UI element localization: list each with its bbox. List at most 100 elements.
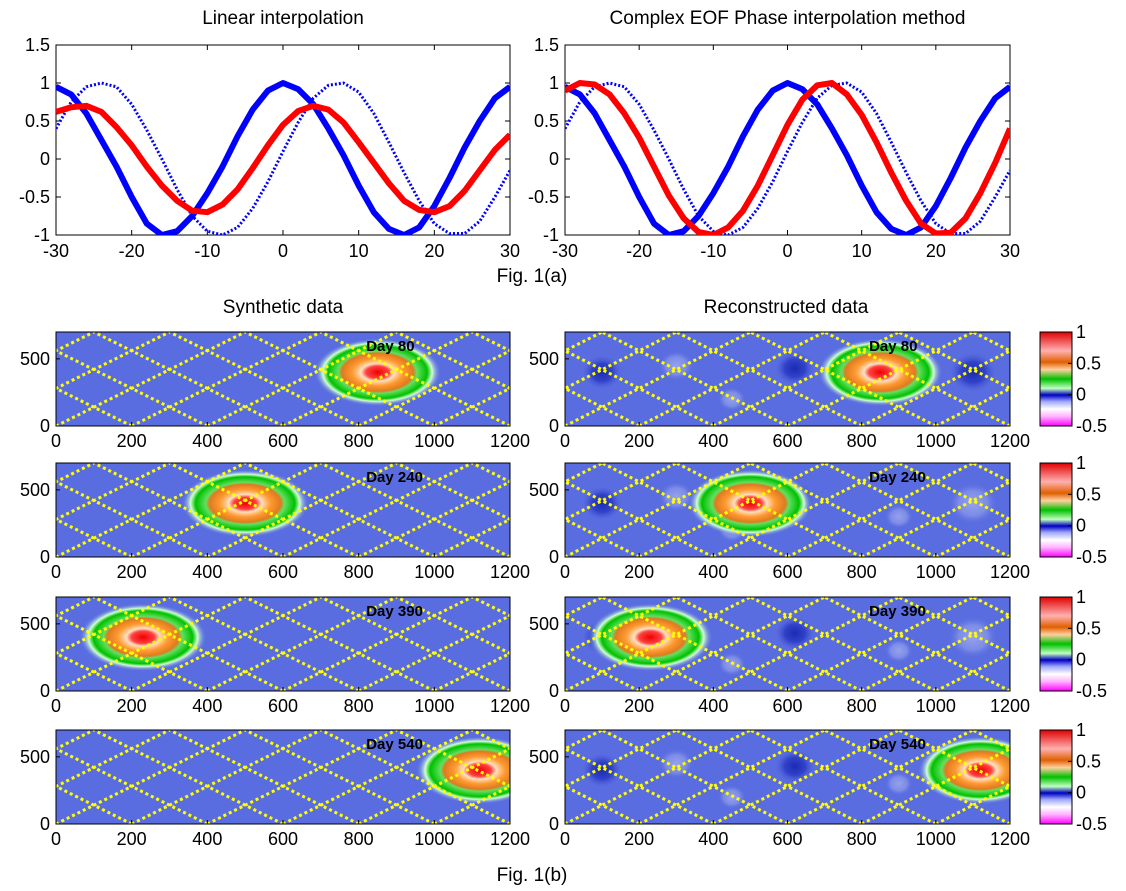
line-charts: Linear interpolation-30 -20 -10 0 10 20 30-1-0…	[19, 8, 1020, 261]
satellite-track	[56, 822, 57, 824]
satellite-track	[0, 463, 18, 557]
satellite-track	[898, 730, 1010, 789]
satellite-track	[1121, 730, 1126, 824]
x-tick-label: 600	[268, 829, 298, 849]
x-tick-label: 20	[424, 241, 444, 261]
satellite-track	[1115, 463, 1126, 557]
colorbar-tick-label: 0	[1076, 650, 1086, 670]
y-tick-label: 500	[20, 480, 50, 500]
satellite-track	[1121, 463, 1126, 557]
satellite-track	[1121, 332, 1126, 426]
satellite-track	[56, 555, 57, 557]
satellite-track	[395, 730, 510, 789]
x-tick-label: 200	[624, 431, 654, 451]
satellite-track	[282, 597, 473, 691]
satellite-track	[56, 424, 57, 426]
x-tick-label: 0	[278, 241, 288, 261]
satellite-track	[898, 463, 1010, 522]
y-tick-label: 0	[549, 547, 559, 567]
colorbar-tick-label: -0.5	[1076, 814, 1107, 834]
signal-blob	[416, 736, 510, 805]
x-tick-label: 1000	[414, 696, 454, 716]
satellite-track	[1115, 730, 1126, 824]
satellite-track	[320, 332, 510, 426]
x-tick-label: 1200	[490, 696, 530, 716]
x-tick-label: 400	[698, 562, 728, 582]
colorbar-tick-label: 0.5	[1076, 751, 1101, 771]
x-tick-label: 1000	[916, 829, 956, 849]
satellite-track	[56, 730, 246, 824]
satellite-track	[823, 463, 1010, 557]
satellite-track	[565, 349, 715, 426]
satellite-track	[675, 597, 863, 691]
x-tick-label: -10	[194, 241, 220, 261]
satellite-track	[206, 332, 398, 426]
column-title-reconstructed: Reconstructed data	[704, 297, 869, 318]
x-tick-label: 800	[847, 829, 877, 849]
satellite-track	[320, 597, 510, 691]
satellite-track	[395, 597, 510, 656]
satellite-track	[1084, 463, 1126, 557]
x-tick-label: 200	[624, 696, 654, 716]
y-tick-label: 0	[40, 416, 50, 436]
y-tick-label: -1	[543, 225, 559, 245]
series-shifted	[56, 81, 510, 235]
x-tick-label: 200	[117, 696, 147, 716]
satellite-track	[601, 332, 789, 426]
satellite-track	[749, 597, 937, 691]
satellite-track	[1084, 730, 1126, 824]
day-label: Day 390	[869, 603, 926, 620]
x-tick-label: 600	[268, 562, 298, 582]
satellite-track	[471, 597, 510, 618]
satellite-track	[56, 463, 171, 522]
satellite-track	[601, 463, 789, 557]
colorbar-tick-label: -0.5	[1076, 681, 1107, 701]
heatmap-panels: Day 80 0 200 400 600 800 1000 1200 0 500 Day 80 0 20…	[0, 322, 1126, 849]
y-tick-label: -1	[34, 225, 50, 245]
colorbar	[1039, 462, 1073, 558]
satellite-track	[1115, 332, 1126, 426]
satellite-track	[565, 332, 677, 391]
x-tick-label: 10	[349, 241, 369, 261]
satellite-track	[56, 597, 246, 691]
x-tick-label: 400	[192, 696, 222, 716]
x-tick-label: 200	[117, 431, 147, 451]
y-tick-label: 500	[20, 349, 50, 369]
satellite-track	[56, 463, 95, 484]
satellite-track	[282, 463, 473, 557]
x-tick-label: 400	[698, 696, 728, 716]
satellite-track	[712, 597, 900, 691]
x-tick-label: 800	[344, 696, 374, 716]
y-tick-label: 500	[529, 349, 559, 369]
x-tick-label: 0	[560, 829, 570, 849]
x-tick-label: 0	[51, 562, 61, 582]
reconstruction-artifact	[581, 485, 624, 522]
satellite-track	[823, 730, 1010, 824]
y-tick-label: 0.5	[534, 111, 559, 131]
x-tick-label: 1000	[916, 431, 956, 451]
x-tick-label: 400	[192, 562, 222, 582]
x-tick-label: -30	[552, 241, 578, 261]
day-label: Day 80	[366, 338, 414, 355]
y-tick-label: 0	[40, 547, 50, 567]
colorbar-tick-label: -0.5	[1076, 547, 1107, 567]
satellite-track	[244, 332, 436, 426]
x-tick-label: 1200	[990, 431, 1030, 451]
colorbar-tick-label: -0.5	[1076, 416, 1107, 436]
synthetic-panel-row-2: Day 240 0 200 400 600 800 1000 1200 0 500	[0, 462, 1126, 582]
satellite-track	[565, 614, 715, 691]
colorbar-tick-label: 0.5	[1076, 484, 1101, 504]
satellite-track	[565, 332, 752, 426]
satellite-track	[786, 463, 974, 557]
x-tick-label: 400	[698, 829, 728, 849]
day-label: Day 240	[366, 469, 423, 486]
y-tick-label: 500	[529, 747, 559, 767]
day-label: Day 80	[869, 338, 917, 355]
x-tick-label: -30	[43, 241, 69, 261]
colorbar	[1039, 331, 1073, 427]
x-tick-label: 1200	[490, 562, 530, 582]
y-tick-label: 500	[529, 614, 559, 634]
day-label: Day 540	[869, 736, 926, 753]
satellite-track	[56, 730, 95, 751]
figure-b-caption: Fig. 1(b)	[497, 865, 568, 886]
